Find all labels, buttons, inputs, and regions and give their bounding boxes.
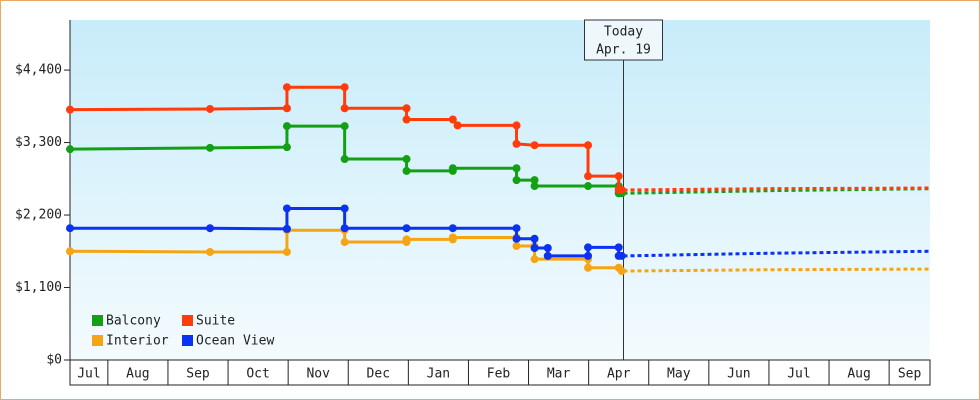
x-tick-label: Feb <box>487 367 511 382</box>
point <box>402 155 411 164</box>
x-tick-label: Aug <box>847 367 870 382</box>
point <box>206 224 215 233</box>
legend-swatch <box>182 315 193 326</box>
point <box>66 224 74 233</box>
point <box>282 83 291 92</box>
point <box>206 104 215 113</box>
point <box>530 182 539 191</box>
forecast-line <box>623 186 931 192</box>
point <box>617 267 626 276</box>
x-tick-label: Apr <box>607 367 631 382</box>
forecast-line <box>623 249 931 258</box>
today-date: Apr. 19 <box>596 43 651 58</box>
x-tick-label: Sep <box>186 367 210 382</box>
point <box>66 105 74 114</box>
y-tick-label: $0 <box>46 353 62 368</box>
point <box>614 243 623 252</box>
point <box>530 243 539 252</box>
point <box>340 238 349 247</box>
point <box>512 176 521 185</box>
point <box>530 141 539 150</box>
legend-label: Suite <box>196 314 235 329</box>
point <box>402 224 411 233</box>
point <box>512 234 521 243</box>
point <box>617 251 626 260</box>
y-tick-label: $2,200 <box>15 208 62 223</box>
legend-swatch <box>182 335 193 346</box>
today-label: Today <box>604 25 643 40</box>
point <box>402 115 411 124</box>
x-tick-label: Sep <box>898 367 922 382</box>
point <box>402 104 411 113</box>
x-tick-label: Aug <box>126 367 149 382</box>
x-tick-label: Oct <box>246 367 269 382</box>
point <box>512 224 521 233</box>
point <box>206 247 215 256</box>
point <box>448 224 457 233</box>
x-tick-label: Jan <box>427 367 450 382</box>
point <box>543 251 552 260</box>
point <box>448 115 457 124</box>
point <box>584 182 593 191</box>
point <box>614 172 623 181</box>
point <box>282 224 291 233</box>
point <box>282 247 291 256</box>
point <box>402 166 411 175</box>
y-tick-label: $1,100 <box>15 280 62 295</box>
point <box>206 143 215 152</box>
point <box>617 186 626 194</box>
point <box>282 122 291 131</box>
point <box>584 172 593 181</box>
legend-label: Ocean View <box>196 334 274 349</box>
legend-swatch <box>92 315 103 326</box>
point <box>402 235 411 244</box>
point <box>340 122 349 131</box>
point <box>584 243 593 252</box>
point <box>512 164 521 173</box>
point <box>340 104 349 113</box>
point <box>66 247 74 256</box>
point <box>530 255 539 264</box>
point <box>584 141 593 150</box>
point <box>543 243 552 252</box>
point <box>448 164 457 173</box>
point <box>453 121 462 130</box>
y-tick-label: $3,300 <box>15 135 62 150</box>
forecast-line <box>623 267 931 273</box>
point <box>512 139 521 148</box>
x-tick-label: May <box>667 367 691 382</box>
legend-label: Balcony <box>106 314 161 329</box>
point <box>512 121 521 130</box>
point <box>512 242 521 251</box>
x-tick-label: Nov <box>306 367 330 382</box>
legend-swatch <box>92 335 103 346</box>
point <box>66 145 74 154</box>
x-axis-band <box>69 359 931 386</box>
point <box>448 233 457 242</box>
y-tick-label: $4,400 <box>15 63 62 78</box>
point <box>530 176 539 185</box>
point <box>530 234 539 243</box>
today-box <box>584 19 664 61</box>
point <box>282 204 291 213</box>
x-tick-label: Jun <box>727 367 750 382</box>
point <box>340 83 349 92</box>
x-tick-label: Jul <box>787 367 810 382</box>
point <box>282 104 291 113</box>
x-tick-label: Dec <box>367 367 390 382</box>
legend-label: Interior <box>106 334 169 349</box>
point <box>584 251 593 260</box>
point <box>282 143 291 152</box>
x-tick-label: Mar <box>547 367 571 382</box>
point <box>584 263 593 272</box>
x-tick-label: Jul <box>77 367 100 382</box>
point <box>340 204 349 213</box>
point <box>340 155 349 164</box>
point <box>340 224 349 233</box>
